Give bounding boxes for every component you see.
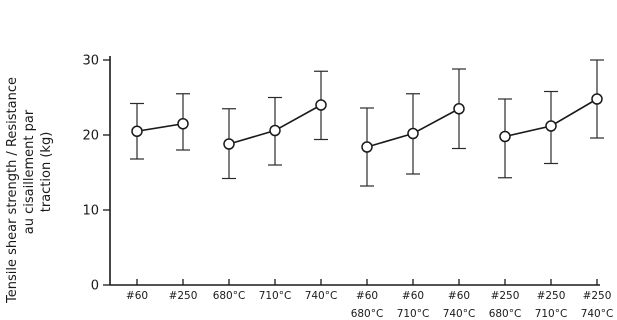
y-tick-label: 0 — [91, 279, 99, 294]
x-tick-label-row2: 680°C — [489, 308, 522, 320]
data-point — [545, 120, 557, 132]
x-tick-label-row2: 740°C — [581, 308, 614, 320]
axes — [109, 56, 600, 286]
x-tick-label: #250 — [583, 290, 612, 302]
series-group — [360, 68, 466, 187]
data-point — [361, 141, 373, 153]
data-point — [131, 125, 143, 137]
y-axis-label: Tensile shear strength / Resistance au ci… — [5, 77, 54, 304]
series-group — [498, 59, 604, 179]
data-point — [407, 127, 419, 140]
y-tick-label: 10 — [82, 204, 99, 219]
data-point — [453, 103, 465, 115]
y-axis-label-line: au cisaillement par — [22, 109, 37, 234]
series-group — [130, 93, 190, 160]
x-tick-label-row2: 710°C — [397, 308, 430, 320]
series-group — [222, 70, 328, 180]
x-tick-label: 680°C — [213, 290, 246, 302]
data-point — [269, 124, 281, 137]
series-line — [136, 122, 184, 133]
y-axis-label-line: traction (kg) — [39, 132, 54, 213]
x-tick-label: 740°C — [305, 290, 338, 302]
y-tick-label: 20 — [82, 129, 99, 144]
data-point — [177, 118, 189, 130]
data-point — [499, 130, 511, 143]
data-point — [223, 138, 235, 150]
x-tick-label-row2: 680°C — [351, 308, 384, 320]
x-tick-label-row2: 710°C — [535, 308, 568, 320]
x-tick-label: 710°C — [259, 290, 292, 302]
x-tick-label: #60 — [448, 290, 470, 302]
series — [130, 59, 604, 187]
data-point — [315, 99, 327, 111]
x-tick-label: #250 — [537, 290, 566, 302]
x-tick-label: #250 — [491, 290, 520, 302]
x-tick-label-row2: 740°C — [443, 308, 476, 320]
data-point — [591, 93, 603, 105]
y-axis-label-line: Tensile shear strength / Resistance — [5, 77, 20, 304]
x-tick-label: #60 — [402, 290, 424, 302]
y-tick-label: 30 — [82, 54, 99, 69]
x-ticks: #60 #250 680°C 710°C 740°C #60 680°C #60 710°C #6… — [126, 279, 613, 320]
x-tick-label: #250 — [169, 290, 198, 302]
y-ticks: 0 10 20 30 — [82, 54, 110, 294]
x-tick-label: #60 — [126, 290, 148, 302]
x-tick-label: #60 — [356, 290, 378, 302]
